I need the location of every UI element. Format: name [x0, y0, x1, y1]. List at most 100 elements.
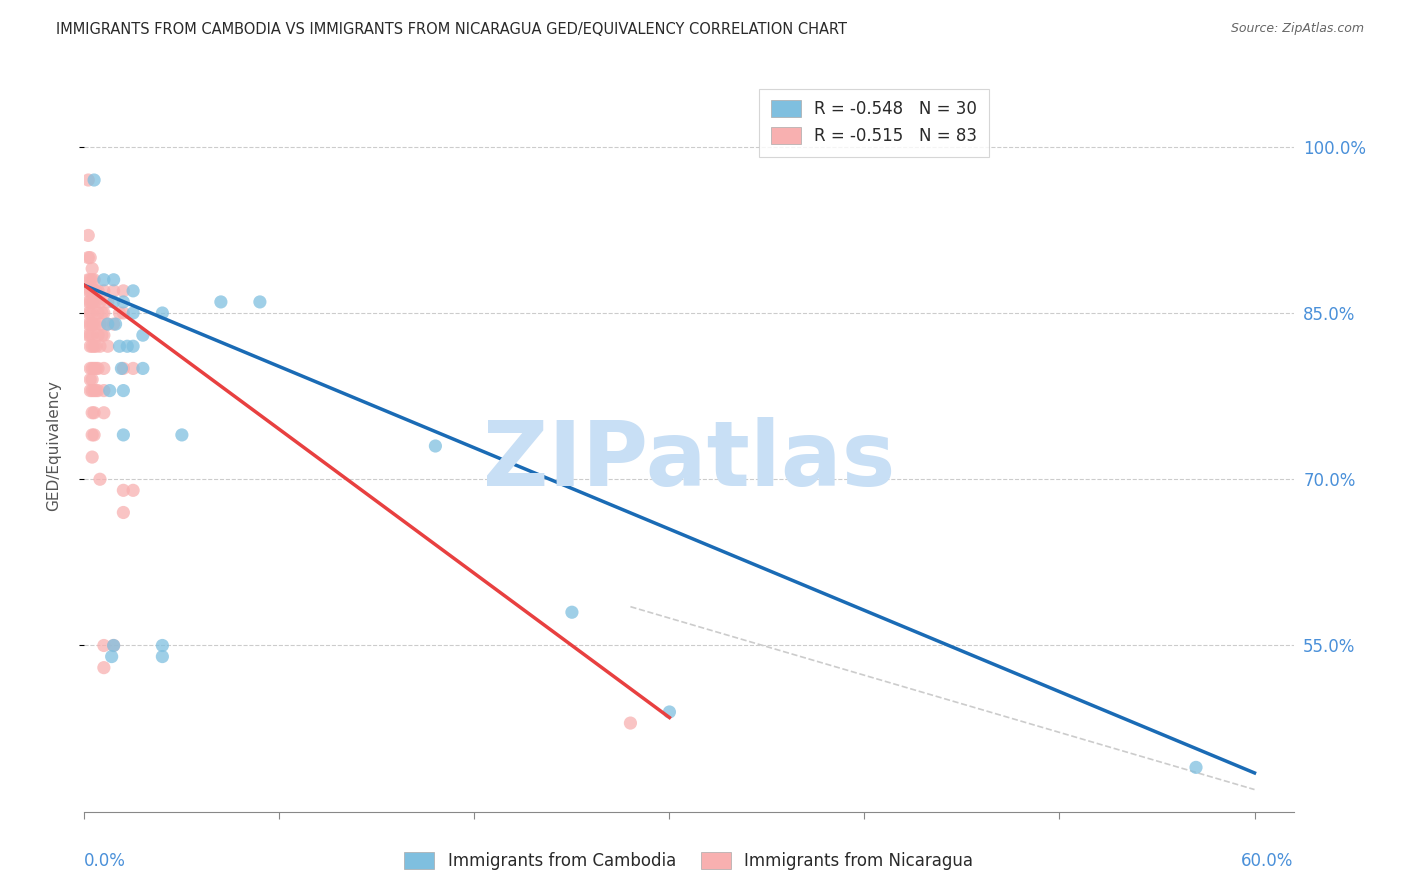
Point	[77, 284, 100, 298]
Point	[89, 317, 111, 331]
Point	[84, 339, 107, 353]
Point	[150, 649, 173, 664]
Point	[89, 294, 111, 309]
Point	[132, 361, 155, 376]
Point	[83, 173, 105, 187]
Point	[122, 339, 145, 353]
Point	[108, 339, 131, 353]
Point	[122, 483, 145, 498]
Point	[112, 284, 135, 298]
Point	[93, 273, 115, 287]
Point	[122, 361, 145, 376]
Point	[87, 284, 110, 298]
Point	[93, 361, 115, 376]
Point	[83, 361, 105, 376]
Point	[82, 406, 104, 420]
Point	[93, 384, 115, 398]
Point	[84, 284, 107, 298]
Point	[77, 306, 100, 320]
Point	[93, 328, 115, 343]
Point	[112, 506, 135, 520]
Point	[82, 361, 104, 376]
Point	[82, 328, 104, 343]
Point	[79, 339, 101, 353]
Point	[82, 306, 104, 320]
Point	[93, 639, 115, 653]
Point	[87, 384, 110, 398]
Point	[79, 284, 101, 298]
Point	[93, 284, 115, 298]
Point	[77, 173, 100, 187]
Point	[93, 306, 115, 320]
Point	[82, 428, 104, 442]
Point	[82, 372, 104, 386]
Point	[117, 339, 139, 353]
Point	[103, 639, 125, 653]
Point	[122, 284, 145, 298]
Point	[1185, 760, 1208, 774]
Text: Source: ZipAtlas.com: Source: ZipAtlas.com	[1230, 22, 1364, 36]
Point	[83, 406, 105, 420]
Text: 0.0%: 0.0%	[84, 852, 127, 870]
Point	[89, 339, 111, 353]
Point	[100, 649, 122, 664]
Point	[79, 306, 101, 320]
Point	[97, 339, 120, 353]
Point	[84, 361, 107, 376]
Point	[79, 273, 101, 287]
Point	[82, 450, 104, 464]
Point	[82, 384, 104, 398]
Point	[84, 384, 107, 398]
Point	[90, 328, 112, 343]
Text: IMMIGRANTS FROM CAMBODIA VS IMMIGRANTS FROM NICARAGUA GED/EQUIVALENCY CORRELATIO: IMMIGRANTS FROM CAMBODIA VS IMMIGRANTS F…	[56, 22, 848, 37]
Point	[87, 361, 110, 376]
Point	[110, 361, 132, 376]
Point	[77, 328, 100, 343]
Point	[93, 660, 115, 674]
Point	[103, 639, 125, 653]
Point	[98, 384, 121, 398]
Point	[87, 306, 110, 320]
Text: 60.0%: 60.0%	[1241, 852, 1294, 870]
Point	[79, 251, 101, 265]
Point	[132, 328, 155, 343]
Point	[83, 384, 105, 398]
Point	[83, 339, 105, 353]
Point	[103, 317, 125, 331]
Point	[97, 317, 120, 331]
Point	[82, 284, 104, 298]
Point	[79, 317, 101, 331]
Y-axis label: GED/Equivalency: GED/Equivalency	[46, 381, 60, 511]
Point	[112, 483, 135, 498]
Point	[104, 317, 127, 331]
Point	[82, 317, 104, 331]
Point	[150, 639, 173, 653]
Point	[83, 284, 105, 298]
Point	[619, 716, 641, 731]
Point	[77, 251, 100, 265]
Point	[83, 317, 105, 331]
Point	[97, 294, 120, 309]
Point	[150, 306, 173, 320]
Point	[93, 406, 115, 420]
Point	[79, 361, 101, 376]
Point	[82, 273, 104, 287]
Point	[112, 384, 135, 398]
Point	[77, 228, 100, 243]
Point	[112, 428, 135, 442]
Point	[79, 372, 101, 386]
Point	[77, 294, 100, 309]
Point	[79, 384, 101, 398]
Point	[83, 428, 105, 442]
Point	[112, 306, 135, 320]
Point	[561, 605, 583, 619]
Point	[249, 294, 271, 309]
Point	[103, 294, 125, 309]
Point	[77, 273, 100, 287]
Point	[82, 294, 104, 309]
Point	[658, 705, 681, 719]
Point	[97, 317, 120, 331]
Point	[87, 328, 110, 343]
Point	[84, 294, 107, 309]
Point	[103, 284, 125, 298]
